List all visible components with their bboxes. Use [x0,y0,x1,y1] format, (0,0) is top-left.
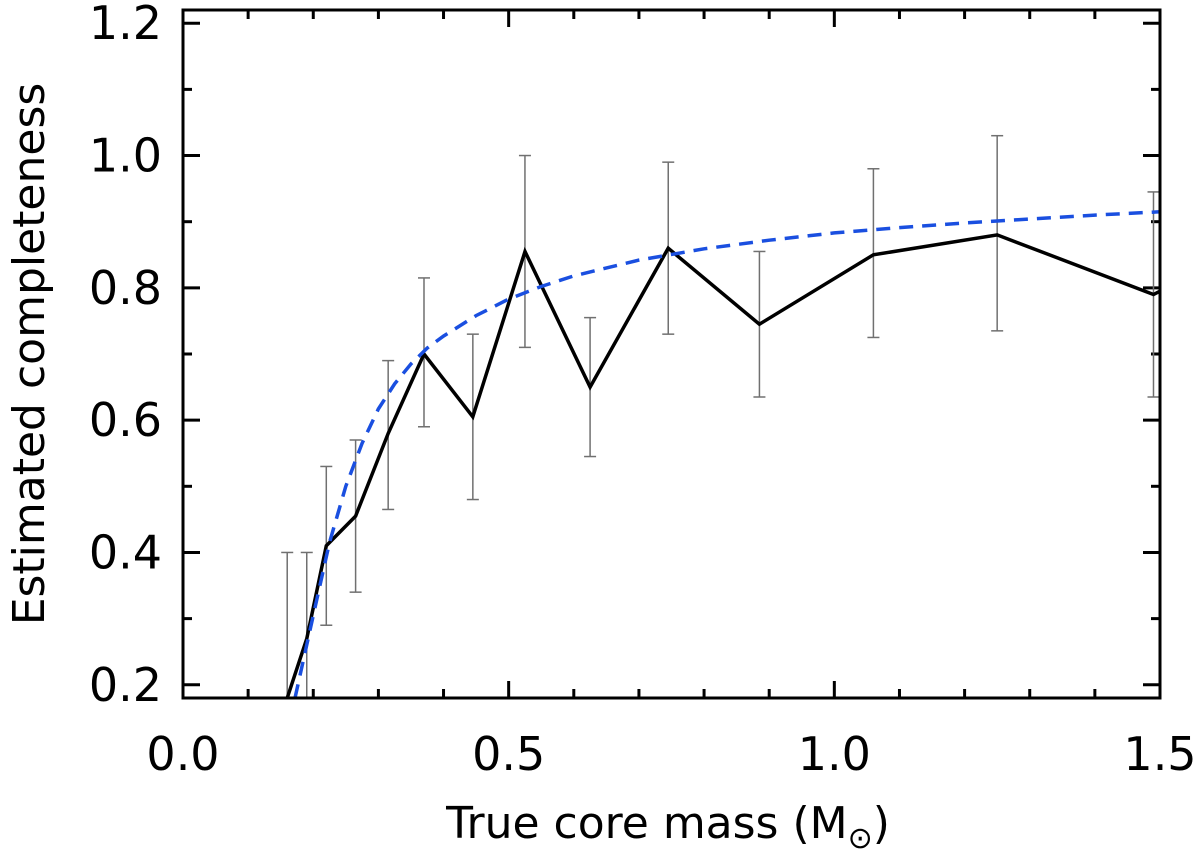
y-tick-label: 0.4 [89,525,162,579]
x-tick-label: 0.5 [472,727,545,781]
y-axis-title: Estimated completeness [4,83,55,626]
y-tick-label: 0.6 [89,393,162,447]
y-tick-label: 1.0 [89,129,162,183]
x-tick-label: 1.0 [798,727,871,781]
y-tick-label: 1.2 [89,0,162,50]
axis-tick-labels: 0.0 0.5 1.0 1.5 0.2 0.4 0.6 0.8 1.0 1.2 [89,0,1197,781]
completeness-line [285,233,1160,698]
axis-ticks [181,10,1162,698]
y-tick-label: 0.8 [89,261,162,315]
x-axis-title: True core mass (M⊙) [445,798,890,855]
plot-frame [181,8,1162,700]
x-tick-label: 1.5 [1123,727,1196,781]
plot-area [281,134,1160,698]
x-tick-label: 0.0 [146,727,219,781]
model-fit-dashed-line [293,210,1160,698]
y-tick-label: 0.2 [89,658,162,712]
